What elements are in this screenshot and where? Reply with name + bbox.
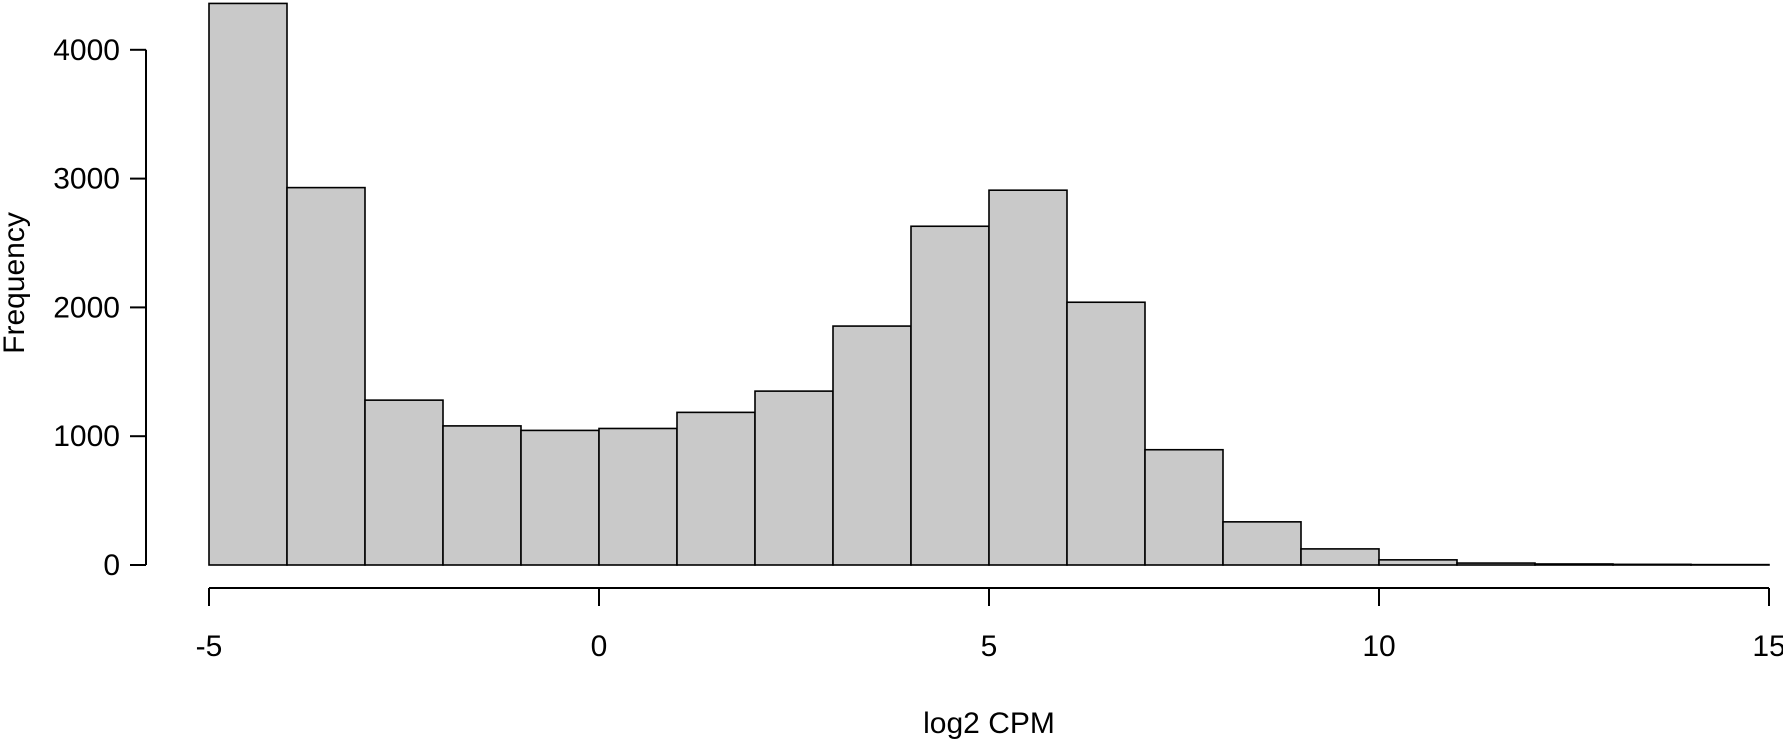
histogram-bar	[1534, 563, 1614, 566]
histogram-bar	[286, 186, 366, 566]
histogram-bar	[1456, 562, 1536, 566]
y-tick-label: 2000	[53, 291, 120, 324]
x-tick-label: 5	[981, 630, 998, 663]
histogram-bar	[676, 411, 756, 566]
x-tick-label: -5	[196, 630, 223, 663]
y-axis-title: Frequency	[0, 212, 31, 354]
x-axis-title: log2 CPM	[923, 707, 1055, 740]
histogram-bar	[1222, 521, 1302, 566]
histogram-bar	[364, 399, 444, 566]
histogram-bar	[1300, 548, 1380, 566]
x-tick-label: 10	[1362, 630, 1395, 663]
histogram-bar	[598, 427, 678, 566]
histogram-bar	[1612, 563, 1692, 566]
histogram-bar	[988, 189, 1068, 566]
histogram-bar	[520, 429, 600, 566]
y-tick-label: 1000	[53, 420, 120, 453]
histogram-bar	[910, 225, 990, 566]
histogram-bar	[1066, 301, 1146, 566]
histogram-bar	[208, 2, 288, 566]
histogram-bar	[1378, 559, 1458, 566]
histogram-bars	[208, 2, 1770, 566]
x-tick-label: 0	[591, 630, 608, 663]
histogram-bar	[1144, 448, 1224, 566]
x-axis: -5 0 5 10 15	[196, 587, 1783, 663]
y-tick-label: 3000	[53, 163, 120, 196]
y-tick-label: 4000	[53, 34, 120, 67]
x-tick-label: 15	[1752, 630, 1783, 663]
histogram-bar	[754, 390, 834, 566]
histogram-bar	[442, 425, 522, 566]
y-tick-label: 0	[103, 549, 120, 582]
histogram-bar	[832, 325, 912, 566]
y-axis: 0 1000 2000 3000 4000	[53, 34, 147, 582]
